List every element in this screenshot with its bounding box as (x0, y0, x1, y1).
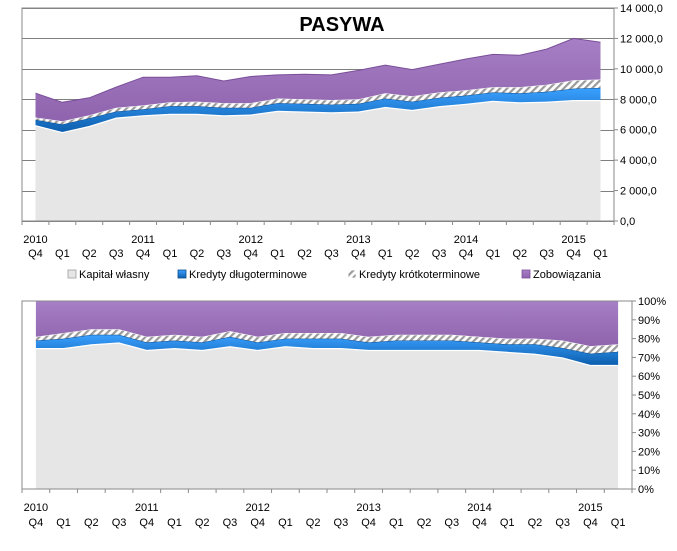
x-quarter-label: Q4 (29, 517, 44, 529)
area-kredyty-długoterminowe (35, 87, 601, 132)
x-quarter-label: Q1 (163, 248, 178, 260)
y-tick-label: 0,0 (620, 216, 635, 228)
x-year-label: 2014 (454, 234, 478, 246)
y-tick-label: 20% (638, 446, 660, 458)
x-quarter-label: Q2 (306, 517, 321, 529)
x-quarter-label: Q1 (611, 517, 626, 529)
area-kapitał-własny (35, 342, 619, 489)
legend-swatch-kredyty-krótkoterminowe (347, 269, 357, 279)
x-quarter-label: Q1 (278, 517, 293, 529)
x-quarter-label: Q3 (555, 517, 570, 529)
x-quarter-label: Q1 (55, 248, 70, 260)
y-tick-label: 80% (638, 334, 660, 346)
y-tick-label: 14 000,0 (620, 3, 663, 15)
chart-1: 0% 10% 20% 30% 40% 50% 60% 70% 80% 90% 100% Q4 Q1 Q2 Q… (21, 296, 666, 529)
y-tick-label: 30% (638, 428, 660, 440)
x-quarter-label: Q1 (389, 517, 404, 529)
y-tick-label: 4 000,0 (620, 155, 657, 167)
x-quarter-label: Q1 (167, 517, 182, 529)
x-year-label: 2015 (578, 502, 602, 514)
legend-label-kredyty-długoterminowe: Kredyty długoterminowe (189, 269, 307, 281)
x-quarter-label: Q3 (539, 248, 554, 260)
legend-label-kapitał-własny: Kapitał własny (79, 269, 150, 281)
y-tick-label: 60% (638, 371, 660, 383)
legend: Kapitał własny Kredyty długoterminowe Kred… (67, 269, 602, 281)
x-quarter-label: Q4 (250, 517, 265, 529)
x-quarter-label: Q2 (190, 248, 205, 260)
y-tick-label: 8 000,0 (620, 94, 657, 106)
chart-0: 0,0 2 000,0 4 000,0 6 000,0 8 000,0 10 000,0 1… (21, 3, 663, 281)
legend-swatch-kredyty-długoterminowe (177, 269, 187, 279)
x-quarter-label: Q4 (472, 517, 487, 529)
x-quarter-label: Q4 (351, 248, 366, 260)
x-quarter-label: Q1 (56, 517, 71, 529)
x-quarter-label: Q2 (297, 248, 312, 260)
x-year-label: 2011 (131, 234, 155, 246)
x-year-label: 2013 (346, 234, 370, 246)
series-edge-zobowiązania (35, 37, 601, 103)
x-quarter-label: Q2 (528, 517, 543, 529)
x-quarter-label: Q1 (378, 248, 393, 260)
y-tick-label: 10 000,0 (620, 64, 663, 76)
y-tick-label: 2 000,0 (620, 186, 657, 198)
x-quarter-label: Q2 (195, 517, 210, 529)
legend-label-kredyty-krótkoterminowe: Kredyty krótkoterminowe (359, 269, 480, 281)
x-quarter-label: Q3 (112, 517, 127, 529)
y-tick-label: 50% (638, 390, 660, 402)
x-quarter-label: Q3 (444, 517, 459, 529)
x-quarter-label: Q1 (270, 248, 285, 260)
y-tick-label: 40% (638, 409, 660, 421)
x-quarter-label: Q4 (243, 248, 258, 260)
y-tick-label: 12 000,0 (620, 33, 663, 45)
x-year-label: 2013 (356, 502, 380, 514)
x-quarter-label: Q3 (216, 248, 231, 260)
x-quarter-label: Q2 (82, 248, 97, 260)
y-tick-label: 70% (638, 352, 660, 364)
x-quarter-label: Q3 (324, 248, 339, 260)
x-quarter-label: Q4 (566, 248, 581, 260)
y-tick-label: 6 000,0 (620, 125, 657, 137)
x-year-label: 2012 (245, 502, 269, 514)
x-quarter-label: Q4 (28, 248, 43, 260)
x-year-label: 2015 (561, 234, 585, 246)
x-quarter-label: Q2 (405, 248, 420, 260)
y-tick-label: 0% (638, 484, 654, 496)
x-year-label: 2010 (24, 502, 48, 514)
x-quarter-label: Q4 (136, 248, 151, 260)
x-quarter-label: Q2 (84, 517, 99, 529)
x-quarter-label: Q4 (361, 517, 376, 529)
chart-title: PASYWA (299, 14, 384, 36)
x-quarter-label: Q2 (512, 248, 527, 260)
x-year-label: 2011 (135, 502, 159, 514)
x-quarter-label: Q2 (417, 517, 432, 529)
x-quarter-label: Q3 (109, 248, 124, 260)
x-quarter-label: Q3 (334, 517, 349, 529)
x-quarter-label: Q1 (486, 248, 501, 260)
x-year-label: 2010 (23, 234, 47, 246)
area-kapitał-własny (35, 100, 601, 221)
y-tick-label: 100% (638, 296, 666, 308)
x-year-label: 2014 (467, 502, 491, 514)
x-quarter-label: Q4 (583, 517, 598, 529)
area-kredyty-krótkoterminowe (35, 79, 601, 125)
x-quarter-label: Q3 (223, 517, 238, 529)
legend-swatch-kapitał-własny (67, 269, 77, 279)
y-tick-label: 90% (638, 315, 660, 327)
y-tick-label: 10% (638, 465, 660, 477)
legend-swatch-zobowiązania (521, 269, 531, 279)
x-quarter-label: Q1 (500, 517, 515, 529)
legend-label-zobowiązania: Zobowiązania (533, 269, 602, 281)
x-quarter-label: Q4 (139, 517, 154, 529)
x-year-label: 2012 (238, 234, 262, 246)
area-zobowiązania (35, 301, 619, 347)
x-quarter-label: Q4 (459, 248, 474, 260)
x-quarter-label: Q1 (593, 248, 608, 260)
x-quarter-label: Q3 (432, 248, 447, 260)
area-zobowiązania (35, 38, 601, 122)
